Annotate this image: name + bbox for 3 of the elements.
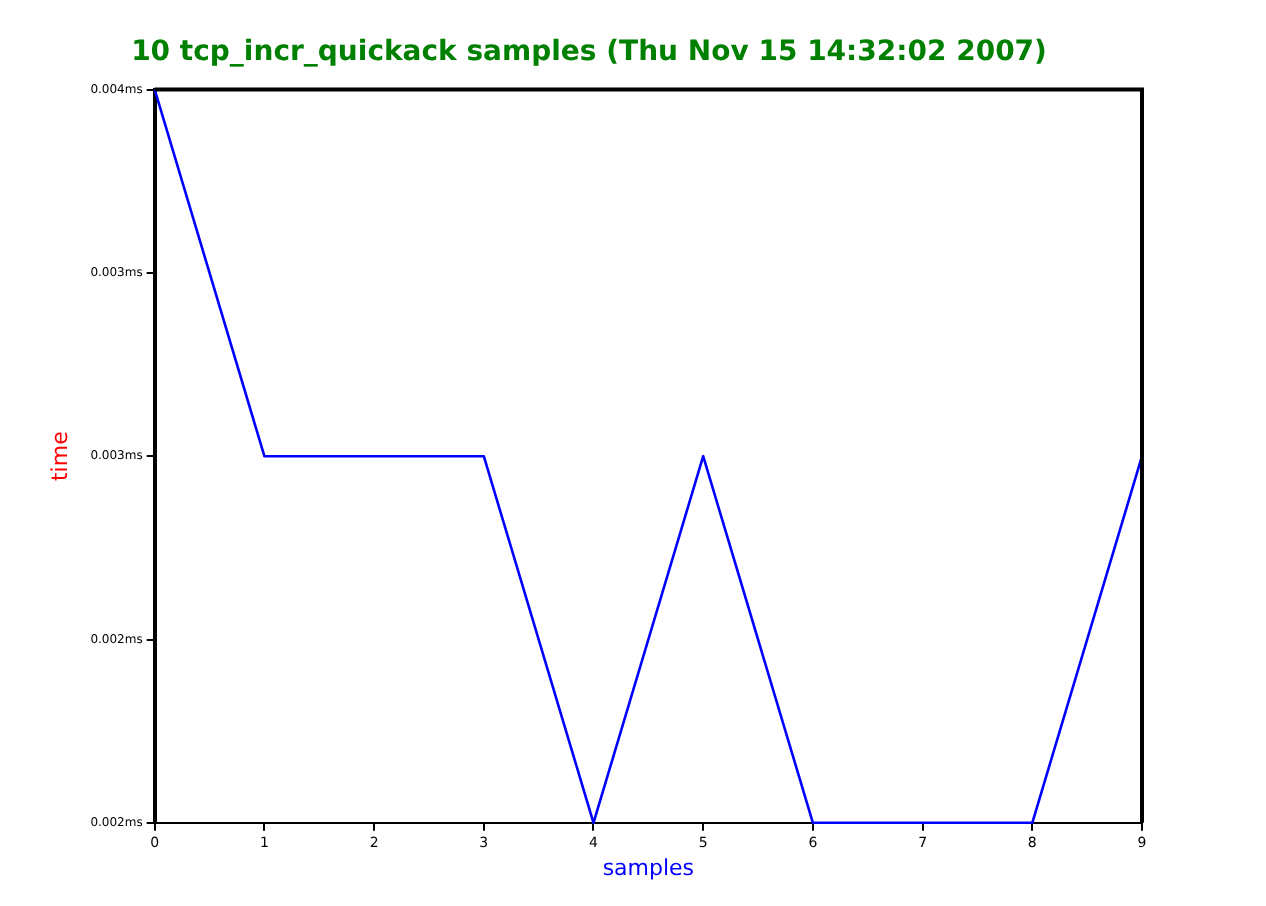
y-axis-title: time	[46, 430, 73, 482]
x-axis-title: samples	[602, 854, 695, 881]
chart-title: 10 tcp_incr_quickack samples (Thu Nov 15 14:32:02 2007)	[131, 36, 1047, 69]
